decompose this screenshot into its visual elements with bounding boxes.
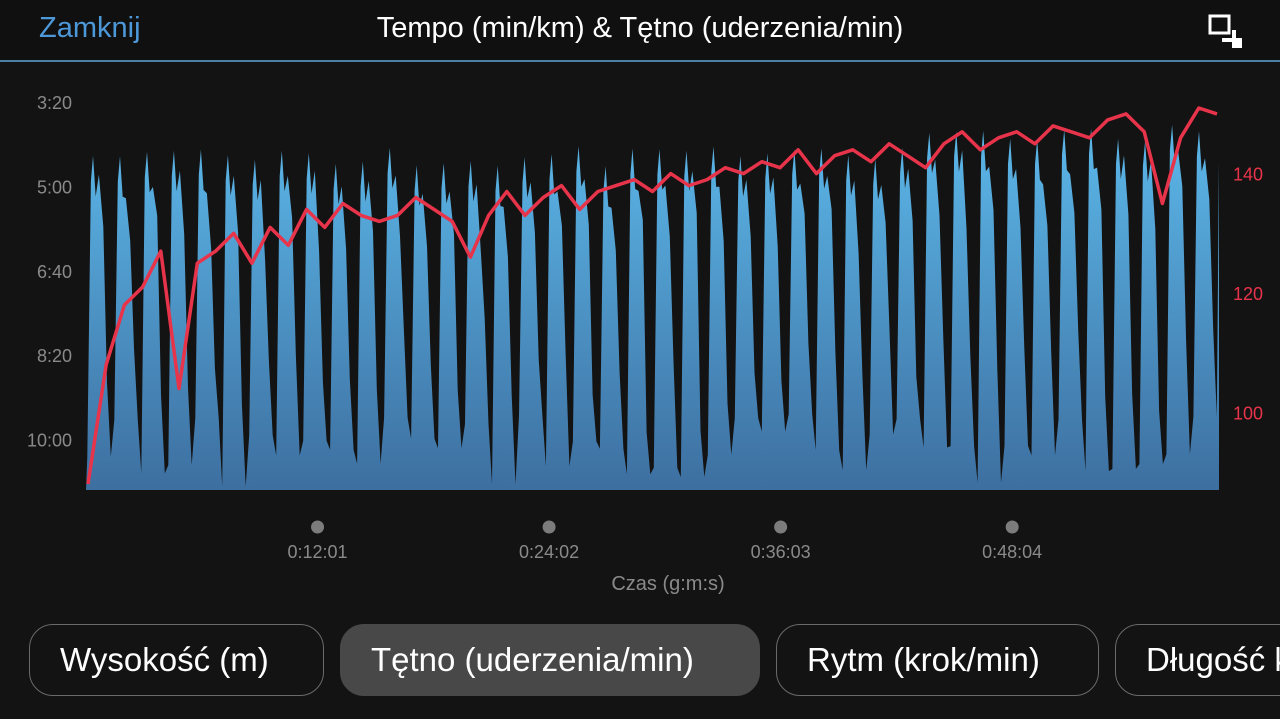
tab-stride-length[interactable]: Długość kroku (m) [1115, 624, 1280, 696]
header-bar: Zamknij Tempo (min/km) & Tętno (uderzeni… [0, 0, 1280, 62]
page-title: Tempo (min/km) & Tętno (uderzenia/min) [376, 12, 904, 44]
x-axis-label: Czas (g:m:s) [611, 573, 724, 595]
tab-cadence[interactable]: Rytm (krok/min) [776, 624, 1099, 696]
pace-tick-label: 6:40 [37, 262, 72, 282]
time-tick-marker[interactable] [1005, 520, 1019, 534]
time-tick-label: 0:48:04 [982, 542, 1042, 562]
expand-icon[interactable] [1208, 14, 1244, 50]
time-tick-label: 0:12:01 [288, 542, 348, 562]
time-axis[interactable]: 0:12:01 0:24:02 0:36:03 0:48:04 [288, 520, 1043, 563]
time-tick-marker[interactable] [542, 520, 556, 534]
time-tick-marker[interactable] [774, 520, 788, 534]
pace-tick-label: 5:00 [37, 177, 72, 197]
heart-rate-line [86, 106, 1218, 485]
heart-rate-tick-label: 140 [1233, 165, 1263, 185]
tab-elevation[interactable]: Wysokość (m) [29, 624, 324, 696]
pace-area-series [86, 124, 1219, 490]
metric-tabs: Wysokość (m) Tętno (uderzenia/min) Rytm … [0, 624, 1280, 700]
heart-rate-tick-label: 120 [1233, 284, 1263, 304]
close-button[interactable]: Zamknij [39, 12, 141, 44]
pace-tick-label: 3:20 [37, 93, 72, 113]
heart-rate-tick-label: 100 [1233, 403, 1263, 423]
heart-rate-axis: 140 120 100 [1233, 165, 1263, 424]
time-tick-marker[interactable] [311, 520, 325, 534]
tab-heart-rate[interactable]: Tętno (uderzenia/min) [340, 624, 760, 696]
time-tick-label: 0:24:02 [519, 542, 579, 562]
pace-tick-label: 8:20 [37, 346, 72, 366]
time-tick-label: 0:36:03 [751, 542, 811, 562]
pace-axis: 3:20 5:00 6:40 8:20 10:00 [27, 93, 72, 450]
pace-tick-label: 10:00 [27, 430, 72, 450]
